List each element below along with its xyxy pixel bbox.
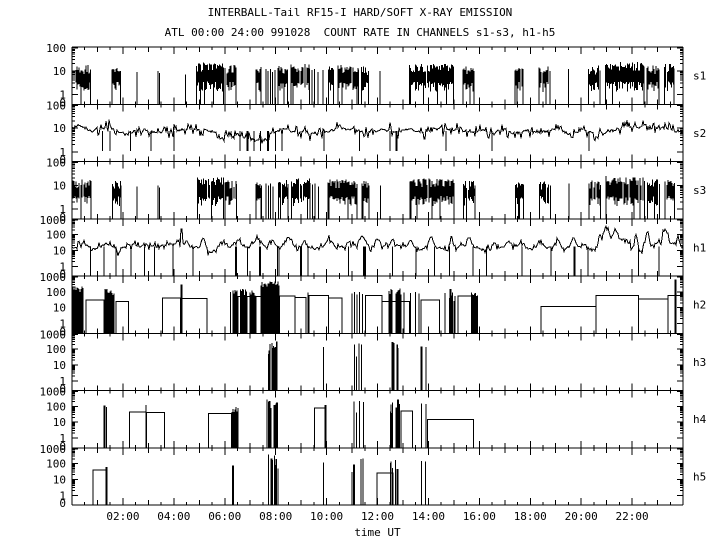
h4-series-thick (103, 399, 400, 448)
h3-series-thick (268, 342, 423, 391)
channel-label-s2: s2 (693, 127, 706, 140)
s2-trace (71, 119, 684, 144)
y-tick-label-h1: 100 (46, 229, 66, 242)
y-tick-label-h2: 1000 (40, 271, 67, 284)
h1-series-thick (235, 246, 576, 276)
axis-labels: 1001010s11001010s21001010s310001001010h1… (40, 42, 707, 539)
y-tick-label-h2: 100 (46, 286, 66, 299)
h4-series (105, 399, 474, 448)
x-tick-label: 08:00 (259, 510, 292, 523)
channel-label-h1: h1 (693, 241, 706, 254)
x-tick-label: 20:00 (565, 510, 598, 523)
x-tick-label: 22:00 (616, 510, 649, 523)
y-tick-label-h3: 1000 (40, 328, 67, 341)
y-tick-label-h4: 0 (59, 440, 66, 453)
y-tick-label-h4: 100 (46, 400, 66, 413)
x-axis-title: time UT (354, 526, 401, 539)
y-tick-label-h1: 1000 (40, 214, 67, 227)
y-tick-label-h2: 10 (53, 302, 66, 315)
y-tick-label-h4: 1000 (40, 386, 67, 399)
x-tick-label: 18:00 (514, 510, 547, 523)
y-tick-label-s1: 1 (59, 89, 66, 102)
x-tick-label: 02:00 (106, 510, 139, 523)
y-tick-label-h3: 10 (53, 359, 66, 372)
s1-series (71, 61, 675, 105)
y-tick-label-h5: 100 (46, 458, 66, 471)
s2-series (102, 131, 590, 151)
y-tick-label-h2: 1 (59, 318, 66, 331)
figure-title: INTERBALL-Tail RF15-I HARD/SOFT X-RAY EM… (207, 6, 513, 19)
h1-trace (71, 224, 684, 257)
channel-label-h5: h5 (693, 470, 706, 483)
x-tick-label: 16:00 (463, 510, 496, 523)
channel-label-h3: h3 (693, 356, 706, 369)
y-tick-label-h1: 1 (59, 260, 66, 273)
h2-series-thick (180, 279, 677, 334)
h5-series-thick (105, 458, 399, 505)
figure-subtitle: ATL 00:00 24:00 991028 COUNT RATE IN CHA… (164, 26, 556, 39)
x-tick-label: 06:00 (208, 510, 241, 523)
y-tick-label-h3: 1 (59, 375, 66, 388)
h3-series (268, 341, 427, 391)
x-tick-label: 14:00 (412, 510, 445, 523)
y-tick-label-h5: 0 (59, 497, 66, 510)
y-tick-label-s2: 10 (53, 122, 66, 135)
channel-label-h4: h4 (693, 413, 707, 426)
y-tick-label-h5: 1000 (40, 443, 67, 456)
h1-series (90, 246, 660, 276)
axis-ticks (72, 47, 683, 505)
y-tick-label-h3: 0 (59, 383, 66, 396)
y-tick-label-s2: 100 (46, 99, 66, 112)
y-tick-label-s2: 0 (59, 154, 66, 167)
h2-series (71, 281, 684, 334)
y-tick-label-s3: 1 (59, 203, 66, 216)
h5-series (92, 454, 426, 505)
y-tick-label-h1: 10 (53, 244, 66, 257)
y-tick-label-h2: 0 (59, 325, 66, 338)
y-tick-label-s1: 10 (53, 65, 66, 78)
y-tick-label-h4: 10 (53, 416, 66, 429)
y-tick-label-h5: 10 (53, 473, 66, 486)
channel-label-s1: s1 (693, 70, 706, 83)
y-tick-label-h5: 1 (59, 489, 66, 502)
plot-root (71, 46, 684, 506)
y-tick-label-s1: 0 (59, 96, 66, 109)
x-tick-label: 10:00 (310, 510, 343, 523)
x-tick-label: 04:00 (157, 510, 190, 523)
channel-label-h2: h2 (693, 299, 706, 312)
y-tick-label-s2: 1 (59, 146, 66, 159)
y-tick-label-h1: 0 (59, 268, 66, 281)
s3-series (71, 176, 676, 219)
y-tick-label-h4: 1 (59, 432, 66, 445)
x-tick-label: 12:00 (361, 510, 394, 523)
y-tick-label-s1: 100 (46, 42, 66, 55)
y-tick-label-s3: 0 (59, 211, 66, 224)
y-tick-label-s3: 10 (53, 179, 66, 192)
y-tick-label-h3: 100 (46, 343, 66, 356)
channel-label-s3: s3 (693, 184, 706, 197)
y-tick-label-s3: 100 (46, 157, 66, 170)
